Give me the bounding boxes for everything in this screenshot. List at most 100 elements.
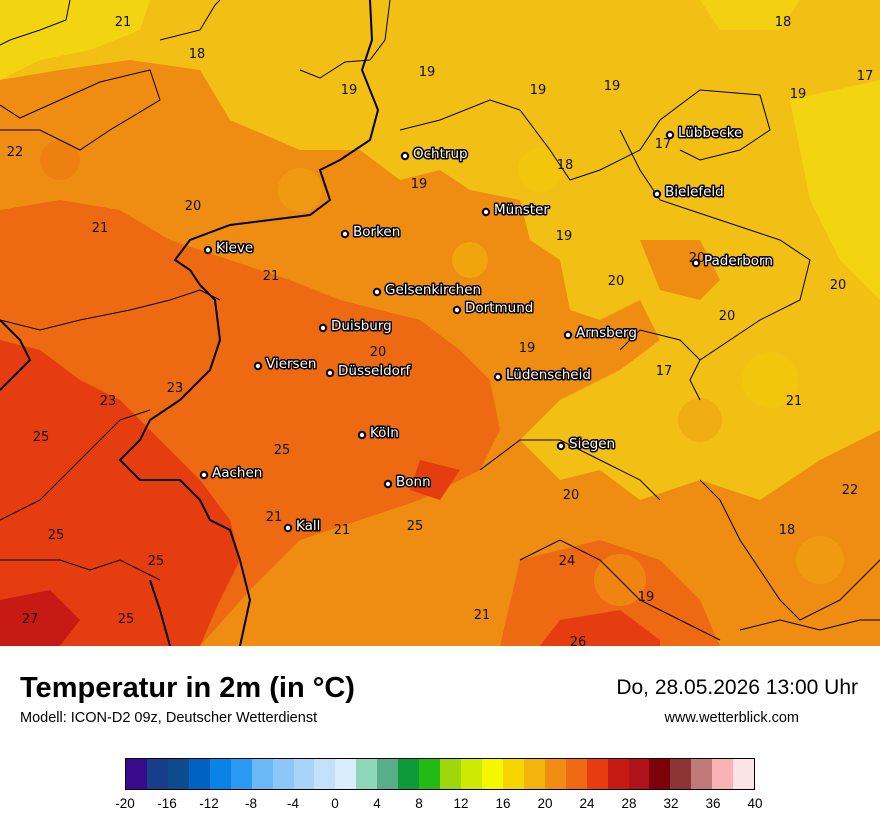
temperature-value: 21 — [334, 523, 351, 538]
scale-segment — [188, 759, 210, 789]
scale-segment — [565, 759, 587, 789]
scale-segment — [126, 759, 147, 789]
temperature-value: 21 — [115, 15, 132, 30]
city-label: Kleve — [216, 240, 253, 256]
scale-segment — [335, 759, 357, 789]
scale-segment — [628, 759, 650, 789]
city-dot — [481, 207, 491, 217]
scale-segment — [586, 759, 608, 789]
temperature-map-svg: 21 18 19 19 19 19 18 17 19 22 18 17 19 20 21 19 20 21 20 20… — [0, 0, 880, 646]
city-dot — [652, 189, 662, 199]
scale-segment — [691, 759, 713, 789]
temperature-value: 25 — [118, 612, 135, 627]
scale-segment — [502, 759, 524, 789]
scale-tick-label: -12 — [199, 796, 219, 811]
scale-tick-label: 28 — [621, 796, 637, 811]
city-label: Gelsenkirchen — [385, 282, 481, 298]
color-scale-ticks: -20 -16 -12 -8 -4 0 4 8 12 16 20 24 28 32 36 40 — [115, 796, 762, 816]
scale-tick-label: -8 — [244, 796, 258, 811]
city-dot — [325, 368, 335, 378]
scale-tick-label: 8 — [415, 796, 423, 811]
scale-tick-label: -16 — [157, 796, 177, 811]
scale-tick-label: 16 — [495, 796, 511, 811]
temperature-value: 19 — [530, 83, 547, 98]
scale-segment — [440, 759, 461, 789]
temperature-value: 19 — [604, 79, 621, 94]
scale-segment — [377, 759, 399, 789]
temperature-value: 17 — [857, 69, 874, 84]
temperature-value: 17 — [656, 364, 673, 379]
city-dot — [383, 479, 393, 489]
temperature-value: 20 — [830, 278, 847, 293]
temperature-value: 25 — [48, 528, 65, 543]
temperature-value: 22 — [842, 483, 859, 498]
scale-segment — [733, 759, 755, 789]
scale-segment — [607, 759, 629, 789]
temperature-value: 27 — [22, 612, 39, 627]
city-label: Bonn — [396, 474, 431, 490]
city-label: Viersen — [266, 356, 316, 372]
temperature-value: 20 — [563, 488, 580, 503]
scale-tick-label: 12 — [453, 796, 469, 811]
temperature-value: 19 — [638, 590, 655, 605]
temperature-value: 25 — [407, 519, 424, 534]
scale-segment — [419, 759, 441, 789]
website-link[interactable]: www.wetterblick.com — [664, 710, 799, 726]
city-label: Lüdenscheid — [506, 367, 591, 383]
city-label: Bielefeld — [665, 184, 724, 200]
scale-tick-label: -20 — [115, 796, 135, 811]
temperature-value: 18 — [557, 158, 574, 173]
temperature-value: 20 — [608, 274, 625, 289]
scale-segment — [314, 759, 336, 789]
scale-segment — [523, 759, 545, 789]
temperature-value: 26 — [570, 635, 587, 646]
scale-segment — [356, 759, 378, 789]
city-label: Aachen — [212, 465, 262, 481]
city-label: Münster — [494, 202, 549, 218]
city-label: Paderborn — [704, 253, 773, 269]
temperature-value: 21 — [266, 510, 283, 525]
scale-tick-label: 40 — [747, 796, 763, 811]
scale-segment — [293, 759, 315, 789]
forecast-datetime: Do, 28.05.2026 13:00 Uhr — [616, 676, 858, 699]
city-label: Borken — [353, 224, 400, 240]
scale-segment — [209, 759, 231, 789]
scale-segment — [167, 759, 189, 789]
temperature-value: 19 — [341, 83, 358, 98]
scale-tick-label: 24 — [579, 796, 595, 811]
city-dot — [372, 287, 382, 297]
temperature-value: 25 — [33, 430, 50, 445]
temperature-value: 18 — [775, 15, 792, 30]
scale-segment — [272, 759, 294, 789]
scale-tick-label: 32 — [663, 796, 679, 811]
city-dot — [340, 229, 350, 239]
city-dot — [563, 330, 573, 340]
scale-tick-label: 36 — [705, 796, 721, 811]
city-markers: Ochtrup Lübbecke Bielefeld Münster Borken Kle… — [199, 124, 774, 536]
temperature-value: 20 — [185, 199, 202, 214]
city-dot — [357, 430, 367, 440]
city-label: Kall — [296, 518, 320, 534]
temperature-value: 19 — [419, 65, 436, 80]
city-label: Lübbecke — [678, 125, 742, 141]
city-dot — [203, 245, 213, 255]
temperature-value: 22 — [7, 145, 24, 160]
scale-segment — [230, 759, 252, 789]
scale-segment — [146, 759, 168, 789]
city-dot — [665, 130, 675, 140]
city-label: Dortmund — [465, 300, 533, 316]
city-label: Arnsberg — [576, 325, 637, 341]
city-label: Duisburg — [331, 318, 392, 334]
temperature-value: 19 — [411, 177, 428, 192]
temperature-labels: 21 18 19 19 19 19 18 17 19 22 18 17 19 20 21 19 20 21 20 20… — [7, 15, 874, 646]
temperature-value: 24 — [559, 554, 576, 569]
scale-tick-label: -4 — [286, 796, 300, 811]
scale-segment — [398, 759, 420, 789]
scale-segment — [649, 759, 671, 789]
city-label: Köln — [370, 425, 399, 441]
temperature-value: 19 — [556, 229, 573, 244]
temperature-value: 17 — [655, 137, 672, 152]
temperature-value: 25 — [274, 443, 291, 458]
city-label: Düsseldorf — [338, 363, 411, 379]
temperature-value: 18 — [189, 47, 206, 62]
